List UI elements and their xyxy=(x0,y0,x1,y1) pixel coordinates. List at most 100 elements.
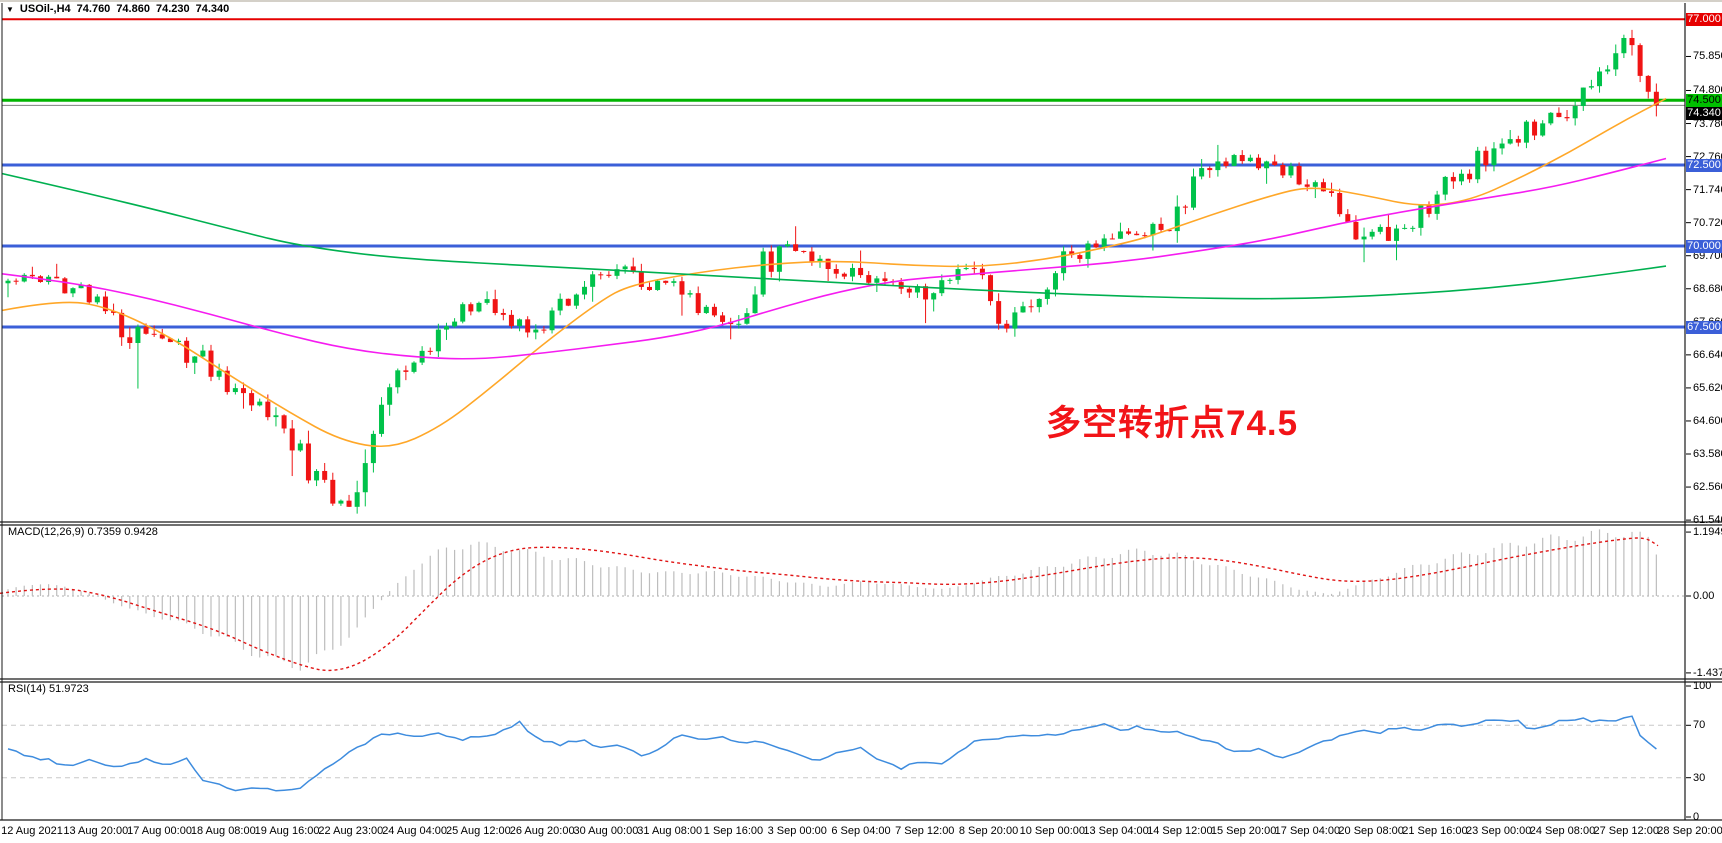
candle-body xyxy=(1507,139,1513,144)
candle-body xyxy=(655,280,661,291)
candle-body xyxy=(760,251,766,295)
candle-body xyxy=(1134,233,1140,236)
chart-dropdown-icon[interactable]: ▼ xyxy=(6,4,14,14)
candle-body xyxy=(582,286,588,295)
candle-body xyxy=(646,286,652,291)
candle-body xyxy=(1093,243,1099,248)
candle-body xyxy=(1637,45,1643,76)
candle-body xyxy=(971,268,977,270)
candle-body xyxy=(638,271,644,287)
candle-body xyxy=(1491,148,1497,166)
candle-body xyxy=(590,274,596,287)
candle-body xyxy=(151,333,157,335)
candle-body xyxy=(1247,157,1253,162)
candle-body xyxy=(1621,37,1627,54)
time-axis-label: 31 Aug 08:00 xyxy=(637,825,703,837)
candle-body xyxy=(841,273,847,277)
candle-body xyxy=(1288,165,1294,176)
time-axis-label: 1 Sep 16:00 xyxy=(703,825,764,837)
candle-body xyxy=(752,294,758,314)
ohlc-open-value: 74.760 xyxy=(76,3,111,15)
candle-body xyxy=(793,244,799,251)
candle-body xyxy=(776,246,782,272)
candle-body xyxy=(630,266,636,272)
price-tick-label: 61.540 xyxy=(1693,514,1722,527)
time-axis-label: 21 Sep 16:00 xyxy=(1402,825,1468,837)
ma-medium-magenta-line xyxy=(2,157,1667,360)
price-tick-label: 69.700 xyxy=(1693,249,1722,262)
candle-body xyxy=(517,319,523,327)
candle-body xyxy=(1264,161,1270,169)
price-tick-label: 73.780 xyxy=(1693,117,1722,130)
candle-body xyxy=(1142,235,1148,237)
chart-text-annotation[interactable]: 多空转折点74.5 xyxy=(1046,404,1299,443)
candle-body xyxy=(1231,155,1237,166)
candle-body xyxy=(1345,214,1351,222)
candle-body xyxy=(1182,206,1188,208)
candle-body xyxy=(297,443,303,451)
candle-body xyxy=(1101,238,1107,248)
candle-body xyxy=(1353,221,1359,240)
macd-panel-layer xyxy=(0,529,1685,672)
candle-body xyxy=(565,298,571,306)
candle-body xyxy=(411,362,417,372)
candle-body xyxy=(1320,182,1326,192)
candle-body xyxy=(460,304,466,322)
candle-body xyxy=(29,274,35,277)
candle-body xyxy=(1166,229,1172,232)
time-axis-label: 27 Sep 12:00 xyxy=(1593,825,1659,837)
candle-body xyxy=(1312,182,1318,187)
candle-body xyxy=(338,500,344,504)
candle-body xyxy=(1272,161,1278,166)
time-axis-label: 23 Sep 00:00 xyxy=(1465,825,1532,837)
candle-body xyxy=(78,284,84,289)
candle-body xyxy=(1515,139,1521,143)
candle-body xyxy=(711,306,717,316)
chart-title-row: ▼ USOil-,H4 74.760 74.860 74.230 74.340 xyxy=(6,3,229,15)
candle-body xyxy=(362,463,368,493)
candle-body xyxy=(13,280,19,282)
time-axis-label: 26 Aug 20:00 xyxy=(509,825,575,837)
candle-body xyxy=(825,258,831,270)
price-tick-label: 68.680 xyxy=(1693,282,1722,295)
candle-body xyxy=(768,251,774,272)
candle-body xyxy=(500,312,506,315)
candle-body xyxy=(923,286,929,300)
candle-body xyxy=(1548,112,1554,124)
indicator-scale-label: 0.00 xyxy=(1693,590,1715,602)
candle-body xyxy=(192,356,198,363)
candle-body xyxy=(1069,251,1075,256)
candle-body xyxy=(167,338,173,343)
ohlc-close-value: 74.340 xyxy=(195,3,230,15)
candle-body xyxy=(1629,37,1635,46)
candle-body xyxy=(533,329,539,333)
time-axis-label: 30 Aug 00:00 xyxy=(573,825,639,837)
candle-body xyxy=(314,470,320,481)
candle-body xyxy=(996,301,1002,324)
price-badge: 77.000 xyxy=(1686,12,1722,26)
candle-body xyxy=(1109,238,1115,240)
candle-body xyxy=(1012,312,1018,329)
candle-body xyxy=(679,281,685,295)
candle-body xyxy=(94,296,100,303)
candle-body xyxy=(200,350,206,357)
candle-body xyxy=(184,340,190,363)
candle-body xyxy=(1475,150,1481,180)
macd-main-value: 0.7359 xyxy=(87,526,122,538)
candle-body xyxy=(1304,184,1310,187)
candle-body xyxy=(265,401,271,418)
candle-body xyxy=(541,329,547,331)
candle-body xyxy=(119,312,125,338)
macd-signal-line xyxy=(0,537,1659,672)
candle-body xyxy=(1044,289,1050,299)
rsi-line xyxy=(7,715,1657,792)
candle-body xyxy=(671,281,677,283)
candle-body xyxy=(622,266,628,270)
candle-body xyxy=(395,370,401,388)
time-axis-label: 24 Sep 08:00 xyxy=(1529,825,1596,837)
price-tick-label: 62.560 xyxy=(1693,481,1722,494)
candle-body xyxy=(427,350,433,352)
